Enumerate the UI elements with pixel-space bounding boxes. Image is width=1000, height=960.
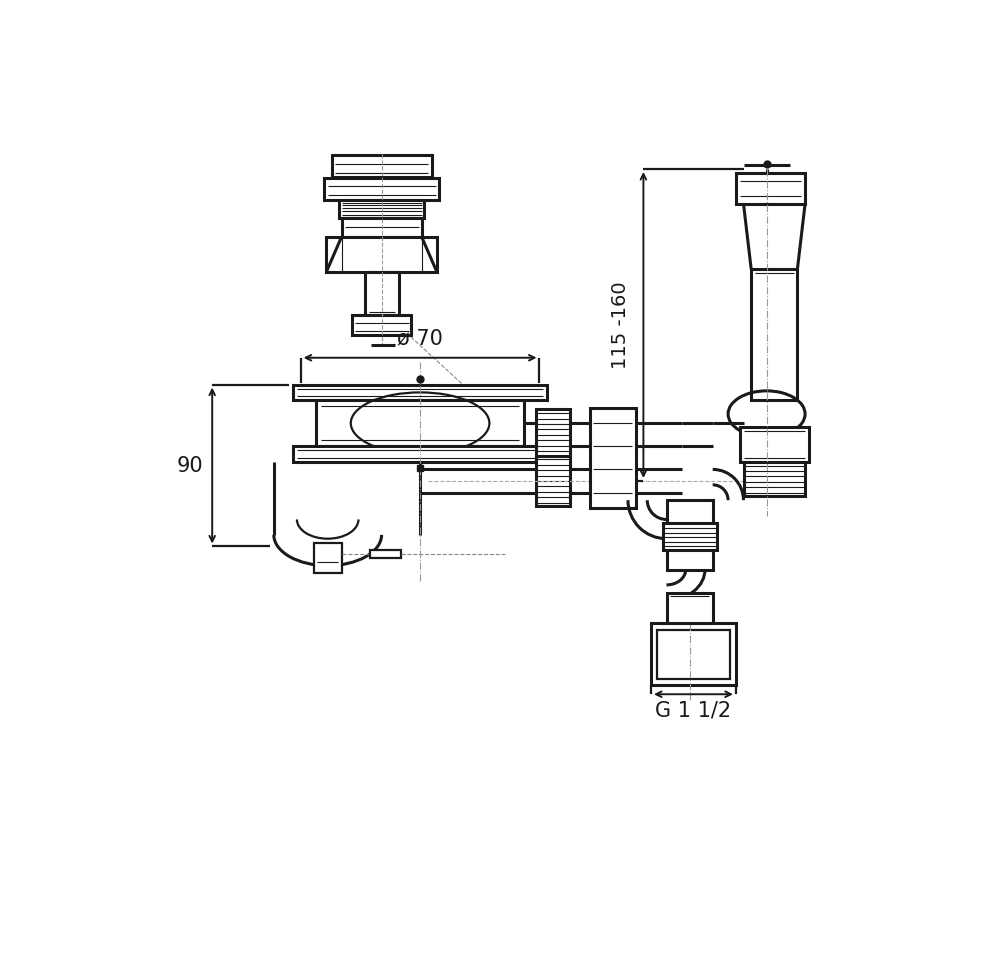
Text: 115 -160: 115 -160 bbox=[611, 281, 630, 369]
Bar bbox=[339, 200, 424, 218]
Bar bbox=[736, 173, 805, 204]
Bar bbox=[657, 630, 730, 679]
Bar bbox=[326, 237, 437, 273]
Text: G 1 1/2: G 1 1/2 bbox=[655, 701, 732, 720]
Text: ø 70: ø 70 bbox=[397, 328, 443, 348]
Bar bbox=[293, 385, 547, 400]
Bar bbox=[332, 156, 432, 177]
Bar bbox=[536, 409, 570, 460]
Bar bbox=[314, 542, 342, 573]
Bar bbox=[590, 408, 636, 508]
Bar bbox=[740, 427, 809, 462]
Bar bbox=[352, 316, 411, 335]
Bar bbox=[663, 523, 717, 550]
Bar bbox=[651, 623, 736, 685]
Bar bbox=[324, 179, 439, 200]
Bar bbox=[316, 400, 524, 446]
Bar bbox=[293, 446, 547, 462]
Bar bbox=[536, 456, 570, 506]
Bar bbox=[751, 269, 797, 400]
Bar bbox=[365, 273, 399, 316]
Bar bbox=[370, 550, 401, 558]
Bar bbox=[342, 218, 422, 237]
Text: 90: 90 bbox=[176, 456, 203, 475]
Bar bbox=[666, 500, 713, 569]
Bar bbox=[666, 592, 713, 623]
Bar bbox=[744, 462, 805, 496]
